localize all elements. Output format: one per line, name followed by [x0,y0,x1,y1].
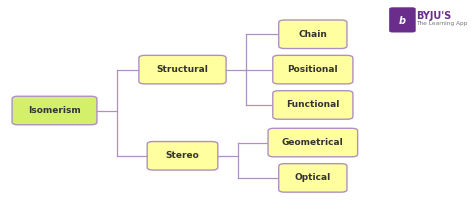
Text: Isomerism: Isomerism [28,106,81,115]
Text: Optical: Optical [295,173,331,182]
FancyBboxPatch shape [12,96,97,125]
Text: Chain: Chain [299,30,327,39]
Text: Positional: Positional [288,65,338,74]
FancyBboxPatch shape [279,164,347,192]
Text: Functional: Functional [286,101,339,109]
Text: BYJU'S: BYJU'S [416,11,451,21]
FancyBboxPatch shape [273,55,353,84]
Text: Structural: Structural [156,65,209,74]
Text: Stereo: Stereo [165,151,200,160]
Text: The Learning App: The Learning App [416,21,467,26]
FancyBboxPatch shape [389,7,416,32]
FancyBboxPatch shape [147,141,218,170]
Text: Geometrical: Geometrical [282,138,344,147]
FancyBboxPatch shape [279,20,347,48]
FancyBboxPatch shape [139,55,226,84]
FancyBboxPatch shape [273,91,353,119]
Text: b: b [399,16,406,26]
FancyBboxPatch shape [268,128,357,157]
